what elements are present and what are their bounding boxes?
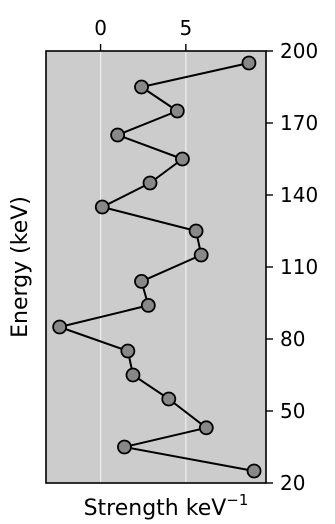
data-point-17 bbox=[241, 55, 257, 71]
data-point-12 bbox=[142, 175, 158, 191]
y-tick-label-3: 110 bbox=[280, 255, 318, 279]
data-point-7 bbox=[140, 297, 156, 313]
x-axis-label-main: Strength keV bbox=[84, 496, 227, 521]
data-point-13 bbox=[175, 151, 190, 167]
data-point-6 bbox=[52, 319, 68, 335]
data-point-5 bbox=[120, 343, 136, 359]
data-series bbox=[52, 55, 262, 479]
x-axis-label-superscript: −1 bbox=[226, 491, 248, 509]
y-tick-label-0: 20 bbox=[280, 471, 305, 495]
data-point-0 bbox=[246, 463, 262, 479]
data-point-15 bbox=[169, 103, 185, 119]
data-point-14 bbox=[110, 127, 126, 143]
data-point-4 bbox=[125, 367, 141, 383]
y-tick-label-5: 170 bbox=[280, 111, 318, 135]
data-point-10 bbox=[188, 223, 204, 239]
y-axis-label: Energy (keV) bbox=[8, 196, 33, 338]
series-line-0 bbox=[58, 62, 255, 472]
data-point-11 bbox=[94, 199, 110, 215]
y-tick-label-6: 200 bbox=[280, 39, 318, 63]
x-tick-label-0: 0 bbox=[94, 16, 107, 40]
data-point-9 bbox=[193, 247, 209, 263]
data-point-2 bbox=[198, 420, 214, 436]
y-axis-ticks: 20 50 80 110 140 170 200 bbox=[266, 39, 318, 495]
y-tick-label-4: 140 bbox=[280, 183, 318, 207]
x-tick-label-1: 5 bbox=[179, 16, 192, 40]
data-point-3 bbox=[161, 391, 177, 407]
y-tick-label-1: 50 bbox=[280, 399, 305, 423]
y-tick-label-2: 80 bbox=[280, 327, 305, 351]
data-point-16 bbox=[134, 79, 149, 95]
data-point-8 bbox=[134, 273, 149, 289]
data-point-1 bbox=[117, 439, 132, 455]
x-axis-label: Strength keV−1 bbox=[84, 491, 249, 521]
plot-area bbox=[46, 51, 266, 483]
